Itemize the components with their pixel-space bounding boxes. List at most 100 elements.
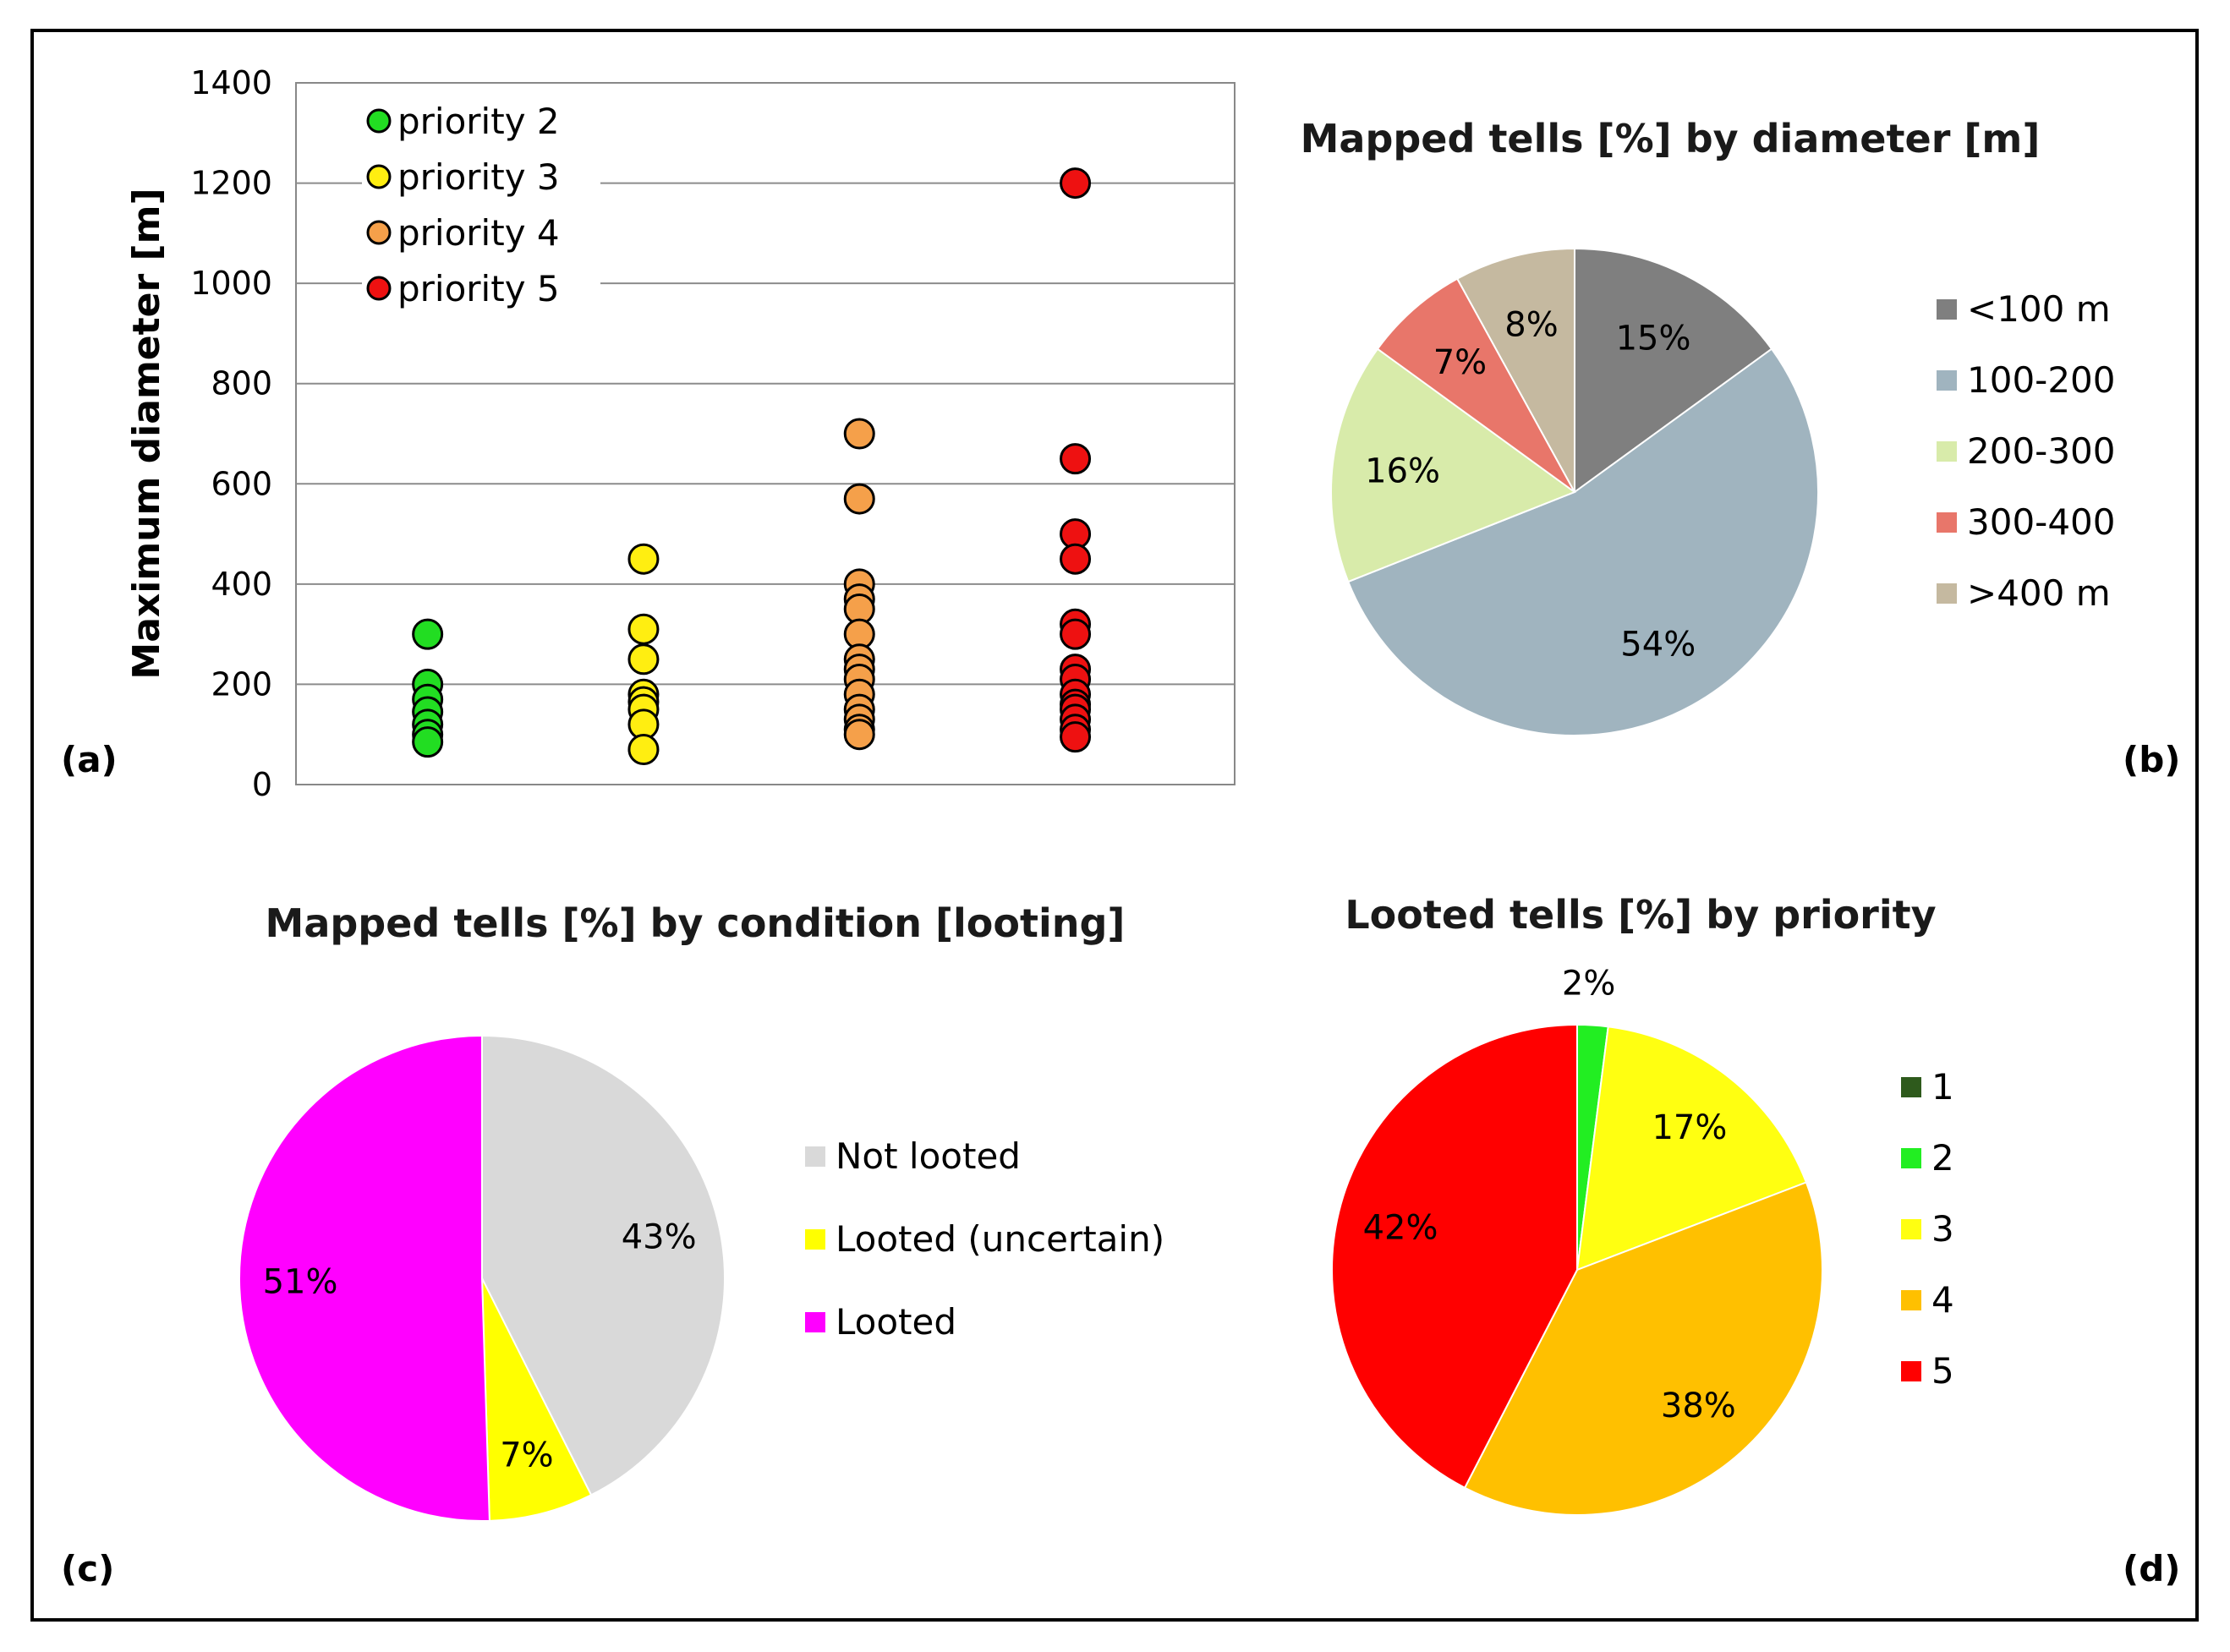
slice-label-100-m: 15%	[1616, 319, 1691, 358]
y-tick-label: 1400	[190, 64, 272, 101]
panel-label-a: (a)	[61, 739, 118, 780]
slice-4	[1463, 1181, 1823, 1516]
diameter-pie-title: Mapped tells [%] by diameter [m]	[1301, 116, 2041, 161]
legend-label: 300-400	[1967, 501, 2116, 543]
slice-label-looted: 51%	[263, 1262, 338, 1301]
point-priority-5	[1060, 443, 1092, 475]
legend-label: 2	[1931, 1137, 1954, 1179]
scatter-panel: 0 200 400 600 800 1000 1200 1400 Maximum diamet…	[61, 64, 1236, 803]
point-priority-5	[1060, 721, 1092, 753]
condition-pie-legend: Not looted Looted (uncertain) Looted	[805, 1135, 1164, 1343]
legend-label: Looted	[836, 1301, 956, 1343]
slice-300-400	[1376, 277, 1575, 493]
slice-label-not-looted: 43%	[622, 1217, 697, 1256]
slice-label-5: 42%	[1363, 1208, 1438, 1247]
point-priority-4	[843, 483, 875, 515]
slice-label-2: 2%	[1562, 964, 1615, 1003]
point-priority-5	[1060, 543, 1092, 575]
diameter-pie-panel: Mapped tells [%] by diameter [m] 15%54%1…	[1301, 116, 2181, 780]
diameter-pie-legend: <100 m 100-200 200-300 300-400 >400 m	[1937, 288, 2116, 614]
legend-label: 200-300	[1967, 430, 2116, 472]
slice-label-3: 17%	[1652, 1108, 1727, 1147]
legend-label: 3	[1931, 1208, 1954, 1250]
y-tick-label: 400	[211, 566, 272, 603]
y-tick-label: 1000	[190, 265, 272, 302]
legend-swatch-1	[1901, 1077, 1921, 1097]
point-priority-2	[412, 618, 444, 650]
priority-pie-panel: Looted tells [%] by priority 2%17%38%42%…	[1331, 892, 2180, 1589]
slice-label-400-m: 8%	[1504, 305, 1558, 344]
y-tick-label: 800	[211, 365, 272, 402]
point-priority-3	[627, 643, 660, 676]
condition-pie-title: Mapped tells [%] by condition [looting]	[266, 900, 1126, 946]
slice-label-4: 38%	[1661, 1387, 1736, 1425]
y-tick-label: 0	[252, 766, 272, 803]
legend-label: priority 4	[397, 212, 560, 254]
scatter-points	[412, 167, 1092, 765]
point-priority-3	[627, 543, 660, 575]
legend-label: Not looted	[836, 1135, 1021, 1177]
point-priority-5	[1060, 167, 1092, 200]
legend-bg	[362, 93, 600, 145]
condition-pie: 43% 7% 51%	[238, 1034, 726, 1522]
priority-pie-legend: 1 2 3 4 5	[1901, 1066, 1954, 1392]
diameter-pie: 15% 54% 16% 7% 8%	[1330, 247, 1819, 736]
legend-swatch-3	[1901, 1219, 1921, 1239]
point-priority-3	[627, 734, 660, 765]
legend-label: 1	[1931, 1066, 1954, 1108]
priority-pie: 2% 17% 38% 42%	[1331, 964, 1823, 1516]
point-priority-4	[843, 719, 875, 751]
legend-swatch-not-looted	[805, 1146, 825, 1167]
legend-swatch-100-m	[1937, 299, 1957, 320]
slice-label-looted-uncertain: 7%	[500, 1436, 553, 1474]
legend-swatch-looted-uncertain	[805, 1229, 825, 1250]
slice-3	[1575, 1026, 1808, 1272]
slice-100-m	[1574, 247, 1773, 494]
legend-label: 5	[1931, 1350, 1954, 1392]
panel-label-c: (c)	[61, 1548, 114, 1589]
legend-swatch-4	[1901, 1290, 1921, 1310]
legend-swatch-300-400	[1937, 512, 1957, 533]
legend-bg	[362, 205, 600, 257]
slice-looted-uncertain	[481, 1277, 593, 1522]
slice-label-100-200: 54%	[1620, 626, 1696, 665]
point-priority-4	[843, 418, 875, 450]
scatter-y-axis-title: Maximum diameter [m]	[125, 188, 168, 679]
legend-bg	[362, 260, 600, 313]
slice-400-m	[1455, 247, 1575, 493]
legend-marker-priority-2	[366, 108, 392, 134]
slice-200-300	[1330, 347, 1577, 583]
slice-100-200	[1346, 347, 1819, 736]
legend-swatch-looted	[805, 1312, 825, 1332]
legend-marker-priority-4	[366, 220, 392, 245]
slice-label-200-300: 16%	[1365, 451, 1440, 490]
slice-not-looted	[481, 1034, 726, 1496]
legend-bg	[362, 149, 600, 201]
y-tick-label: 1200	[190, 165, 272, 202]
legend-swatch-2	[1901, 1148, 1921, 1168]
legend-marker-priority-3	[366, 164, 392, 189]
legend-label: priority 3	[397, 156, 560, 198]
scatter-y-ticks: 0 200 400 600 800 1000 1200 1400	[190, 64, 272, 803]
scatter-legend: priority 2 priority 3 priority 4 priority 5	[362, 93, 600, 313]
legend-label: priority 2	[397, 101, 560, 142]
legend-label: priority 5	[397, 268, 560, 309]
slice-5	[1331, 1023, 1578, 1490]
y-tick-label: 600	[211, 465, 272, 502]
panel-label-d: (d)	[2123, 1548, 2180, 1589]
point-priority-5	[1060, 618, 1092, 650]
legend-label: >400 m	[1967, 572, 2111, 614]
condition-pie-panel: Mapped tells [%] by condition [looting] …	[61, 900, 1164, 1589]
slice-label-300-400: 7%	[1433, 343, 1487, 382]
point-priority-3	[627, 613, 660, 645]
legend-label: Looted (uncertain)	[836, 1218, 1164, 1260]
panel-label-b: (b)	[2123, 739, 2180, 780]
legend-label: 4	[1931, 1279, 1954, 1321]
slice-looted	[238, 1034, 490, 1522]
priority-pie-title: Looted tells [%] by priority	[1345, 892, 1936, 938]
figure-frame	[30, 29, 2199, 1622]
legend-label: <100 m	[1967, 288, 2111, 330]
legend-label: 100-200	[1967, 359, 2116, 401]
legend-swatch-100-200	[1937, 370, 1957, 391]
legend-swatch-5	[1901, 1361, 1921, 1381]
